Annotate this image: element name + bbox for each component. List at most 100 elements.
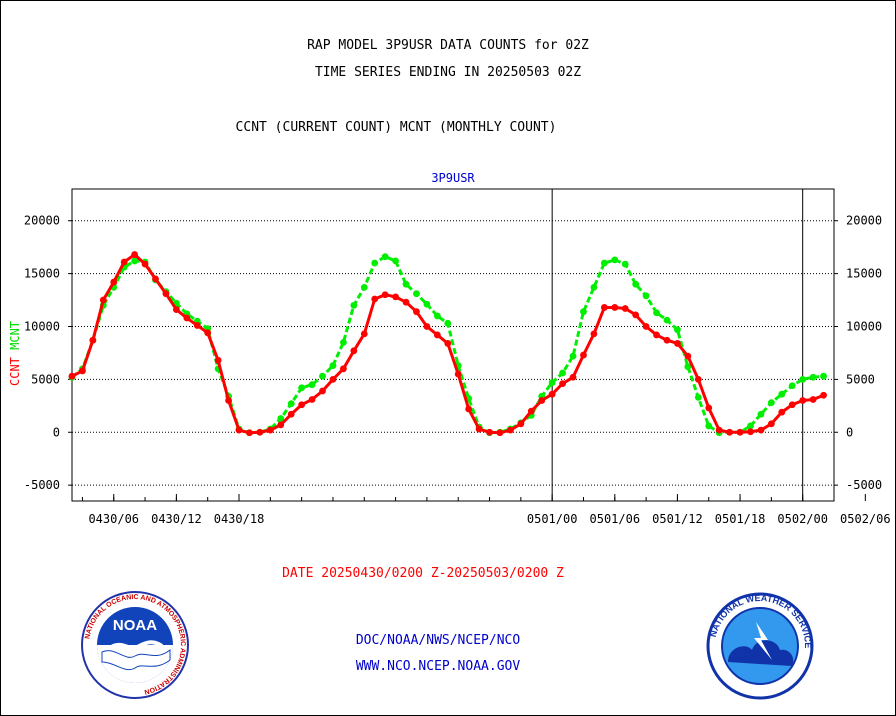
series-point-ccnt (809, 396, 817, 403)
series-point-ccnt (329, 375, 337, 383)
series-point-mcnt (298, 384, 306, 392)
series-point-ccnt (486, 428, 493, 436)
series-point-mcnt (402, 280, 410, 288)
series-point-ccnt (339, 365, 347, 373)
series-point-mcnt (820, 372, 827, 380)
x-tick-label: 0501/18 (715, 512, 766, 526)
series-point-mcnt (308, 381, 316, 389)
footer-org-path: DOC/NOAA/NWS/NCEP/NCO (355, 633, 521, 648)
series-point-ccnt (287, 410, 295, 418)
series-point-ccnt (475, 425, 483, 433)
y-tick-label-left: 5000 (31, 372, 60, 386)
y-axis-label: CCNT MCNT (8, 321, 22, 386)
nws-logo-icon: NATIONAL WEATHER SERVICE (706, 592, 814, 700)
series-point-mcnt (799, 375, 807, 383)
series-point-ccnt (611, 304, 619, 311)
series-point-ccnt (350, 347, 358, 355)
series-point-ccnt (726, 428, 734, 436)
series-point-ccnt (183, 314, 191, 322)
x-tick-label: 0430/12 (151, 512, 202, 526)
series-point-ccnt (684, 352, 692, 360)
series-point-mcnt (371, 259, 379, 267)
series-point-ccnt (131, 251, 139, 258)
x-tick-label: 0502/06 (840, 512, 891, 526)
series-point-ccnt (162, 290, 170, 298)
panel-title: 3P9USR (431, 171, 475, 185)
series-point-mcnt (663, 316, 671, 324)
series-point-mcnt (632, 280, 640, 288)
series-point-ccnt (663, 336, 671, 344)
series-point-ccnt (694, 375, 702, 383)
y-tick-label-left: 20000 (24, 214, 60, 228)
series-point-ccnt (757, 426, 765, 434)
series-point-mcnt (600, 259, 608, 267)
series-point-mcnt (684, 363, 692, 371)
y-tick-label-left: 15000 (24, 267, 60, 281)
y-tick-label-right: 15000 (846, 267, 882, 281)
series-point-mcnt (757, 410, 765, 418)
series-point-ccnt (642, 323, 650, 330)
series-point-ccnt (277, 421, 285, 429)
series-point-ccnt (193, 322, 201, 329)
series-point-ccnt (225, 397, 232, 404)
series-point-ccnt (569, 373, 577, 381)
series-point-ccnt (632, 311, 640, 319)
series-point-ccnt (600, 304, 608, 311)
series-point-ccnt (256, 428, 264, 436)
y-tick-label-left: 0 (53, 425, 60, 439)
y-tick-label-right: -5000 (846, 478, 882, 492)
x-tick-label: 0501/06 (590, 512, 641, 526)
series-point-ccnt (423, 323, 431, 330)
x-tick-label: 0502/00 (777, 512, 828, 526)
series-point-mcnt (767, 399, 775, 407)
series-point-ccnt (590, 330, 598, 338)
series-point-mcnt (319, 372, 326, 380)
series-point-mcnt (621, 260, 629, 268)
series-point-ccnt (715, 426, 723, 434)
series-point-ccnt (152, 275, 159, 283)
series-point-mcnt (548, 379, 556, 386)
series-point-mcnt (809, 373, 817, 381)
series-point-mcnt (778, 390, 786, 398)
series-point-ccnt (527, 407, 535, 415)
series-point-ccnt (799, 397, 807, 404)
series-point-mcnt (694, 393, 702, 401)
series-point-mcnt (788, 382, 796, 390)
series-point-mcnt (611, 256, 619, 264)
series-point-mcnt (642, 292, 650, 300)
series-point-ccnt (736, 428, 744, 436)
series-point-mcnt (747, 422, 754, 430)
chart-legend-description: CCNT (CURRENT COUNT) MCNT (MONTHLY COUNT… (235, 120, 557, 135)
series-point-mcnt (569, 352, 577, 360)
series-point-ccnt (214, 356, 222, 364)
series-point-ccnt (559, 380, 567, 388)
series-point-mcnt (392, 257, 399, 265)
series-point-ccnt (517, 420, 525, 428)
series-point-ccnt (496, 429, 504, 437)
series-point-ccnt (820, 391, 827, 399)
series-point-ccnt (705, 404, 713, 412)
date-range-label: DATE 20250430/0200 Z-20250503/0200 Z (282, 566, 564, 581)
series-point-ccnt (89, 336, 97, 344)
y-axis-label-ccnt: CCNT (8, 357, 22, 386)
series-point-mcnt (653, 309, 660, 317)
series-point-ccnt (99, 296, 107, 304)
y-tick-label-right: 20000 (846, 214, 882, 228)
series-point-ccnt (68, 372, 76, 380)
series-point-mcnt (423, 300, 431, 308)
x-tick-label: 0430/18 (214, 512, 265, 526)
series-point-ccnt (788, 401, 796, 409)
series-point-mcnt (413, 290, 420, 298)
series-point-ccnt (204, 329, 212, 337)
x-tick-label: 0501/12 (652, 512, 703, 526)
y-tick-label-right: 5000 (846, 372, 875, 386)
series-point-ccnt (392, 293, 399, 301)
series-point-ccnt (621, 305, 629, 312)
series-point-ccnt (433, 331, 441, 339)
series-point-ccnt (308, 396, 316, 403)
series-point-mcnt (131, 257, 139, 265)
series-point-ccnt (674, 340, 681, 347)
series-point-ccnt (235, 426, 243, 434)
